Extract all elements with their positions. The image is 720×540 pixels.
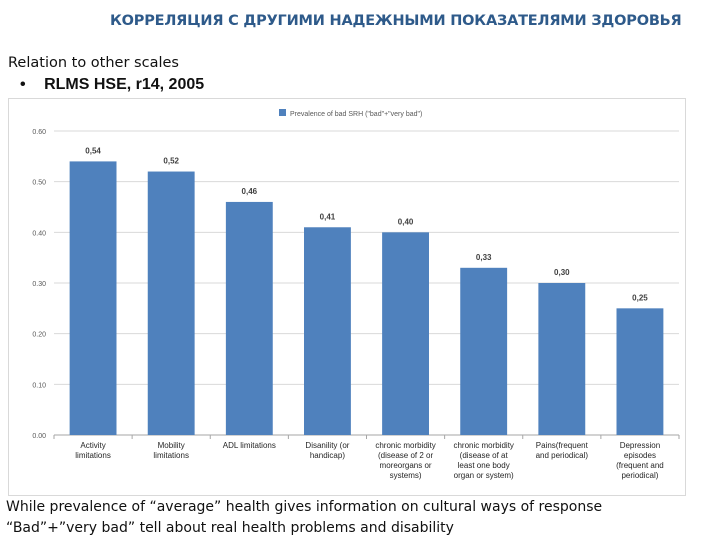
subtitle: Relation to other scales	[8, 55, 179, 71]
y-tick-label: 0.50	[32, 180, 46, 187]
data-label: 0,33	[476, 253, 492, 262]
x-tick-label: handicap)	[310, 451, 345, 460]
bar-chart: 0.00 0.10 0.20 0.30 0.40 0.50 0.60 Prevalence o…	[32, 109, 680, 480]
y-tick-label: 0.30	[32, 281, 46, 288]
x-tick-label: ADL limitations	[223, 441, 276, 450]
x-tick-label: (disease of at	[460, 451, 509, 460]
x-tick-label: moreorgans or	[380, 461, 432, 470]
x-tick-label: systems)	[390, 471, 422, 480]
x-tick-label: limitations	[75, 451, 111, 460]
y-tick-label: 0.00	[32, 433, 46, 440]
data-label: 0,52	[163, 157, 179, 166]
bullet-text: RLMS HSE, r14, 2005	[44, 76, 205, 93]
x-tick-label: Depression	[620, 441, 660, 450]
bar	[382, 232, 429, 435]
footer-text: While prevalence of “average” health giv…	[6, 497, 602, 539]
x-tick-label: episodes	[624, 451, 656, 460]
bar	[69, 161, 117, 435]
legend-label: Prevalence of bad SRH ("bad"+"very bad")	[290, 111, 422, 118]
data-label: 0,46	[242, 187, 258, 196]
x-tick-label: periodical)	[621, 471, 658, 480]
bar	[304, 227, 351, 435]
page-title: КОРРЕЛЯЦИЯ С ДРУГИМИ НАДЕЖНЫМИ ПОКАЗАТЕЛ…	[110, 13, 682, 29]
x-tick-label: organ or system)	[454, 471, 514, 480]
x-tick-label: (frequent and	[616, 461, 664, 470]
data-label: 0,30	[554, 268, 570, 277]
bullet-marker: •	[20, 76, 26, 93]
y-tick-label: 0.60	[32, 129, 46, 136]
bar	[538, 283, 586, 435]
bar	[147, 171, 195, 435]
y-tick-label: 0.20	[32, 332, 46, 339]
data-label: 0,40	[398, 217, 414, 226]
bar	[225, 201, 273, 435]
y-tick-label: 0.40	[32, 230, 46, 237]
footer-line-2: “Bad”+”very bad” tell about real health …	[6, 520, 454, 536]
x-tick-label: Pains(frequent	[536, 441, 589, 450]
bar	[460, 267, 508, 435]
x-tick-label: limitations	[153, 451, 189, 460]
x-tick-label: chronic morbidity	[453, 441, 513, 450]
footer-line-1: While prevalence of “average” health giv…	[6, 499, 603, 515]
bullet-item: • RLMS HSE, r14, 2005	[20, 76, 204, 94]
x-tick-label: least one body	[458, 461, 510, 470]
x-tick-label: and periodical)	[536, 451, 589, 460]
y-tick-label: 0.10	[32, 382, 46, 389]
chart-container: 0.00 0.10 0.20 0.30 0.40 0.50 0.60 Prevalence o…	[8, 98, 686, 496]
legend-swatch	[279, 109, 286, 116]
data-label: 0,54	[85, 146, 101, 155]
x-tick-label: Disanility (or	[305, 441, 349, 450]
x-tick-label: (disease of 2 or	[378, 451, 433, 460]
x-tick-label: Mobility	[158, 441, 185, 450]
data-label: 0,25	[632, 293, 648, 302]
bar	[616, 308, 664, 435]
x-tick-label: Activity	[80, 441, 105, 450]
data-label: 0,41	[320, 212, 336, 221]
x-tick-label: chronic morbidity	[375, 441, 435, 450]
